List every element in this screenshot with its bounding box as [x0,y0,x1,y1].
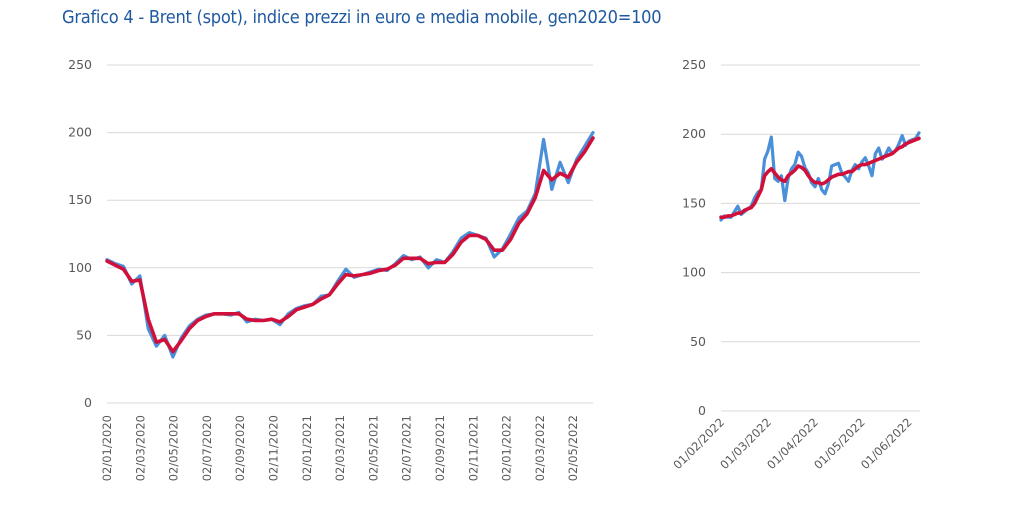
x-tick-label: 02/11/2020 [267,415,281,481]
x-tick-label: 02/07/2020 [200,415,214,481]
y-tick-label: 150 [68,192,92,207]
y-tick-label: 150 [682,195,706,210]
x-tick-label: 02/05/2020 [167,415,181,481]
x-tick-label: 02/01/2020 [100,415,114,481]
x-tick-label: 01/06/2022 [858,415,915,472]
x-tick-label: 02/05/2021 [366,415,380,481]
x-tick-label: 02/11/2021 [466,415,480,481]
y-tick-label: 200 [682,126,706,141]
y-tick-label: 100 [682,265,706,280]
x-tick-label: 02/09/2020 [233,415,247,481]
x-tick-label: 02/01/2022 [500,415,514,481]
right-chart: 05010015020025001/02/202201/03/202201/04… [670,57,921,472]
series-moving-average-line [105,136,595,354]
x-tick-label: 02/07/2021 [400,415,414,481]
x-tick-label: 02/03/2021 [333,415,347,481]
y-tick-label: 0 [698,403,706,418]
x-tick-label: 02/09/2021 [433,415,447,481]
series-spot-line [105,131,595,359]
x-tick-label: 02/03/2022 [533,415,547,481]
x-tick-label: 02/05/2022 [566,415,580,481]
left-chart: 0 50 100 150 200 250 02/01/2020 02/03/2020 02/05… [68,57,595,481]
y-tick-label: 50 [76,327,92,342]
y-tick-label: 0 [84,395,92,410]
y-tick-label: 250 [68,57,92,72]
y-tick-label: 100 [68,260,92,275]
x-tick-label: 02/01/2021 [300,415,314,481]
series-moving-average-line [719,136,921,219]
y-tick-label: 50 [690,334,706,349]
y-tick-label: 200 [68,125,92,140]
y-tick-label: 250 [682,57,706,72]
chart-title: Grafico 4 - Brent (spot), indice prezzi … [62,8,662,28]
x-tick-label: 02/03/2020 [133,415,147,481]
